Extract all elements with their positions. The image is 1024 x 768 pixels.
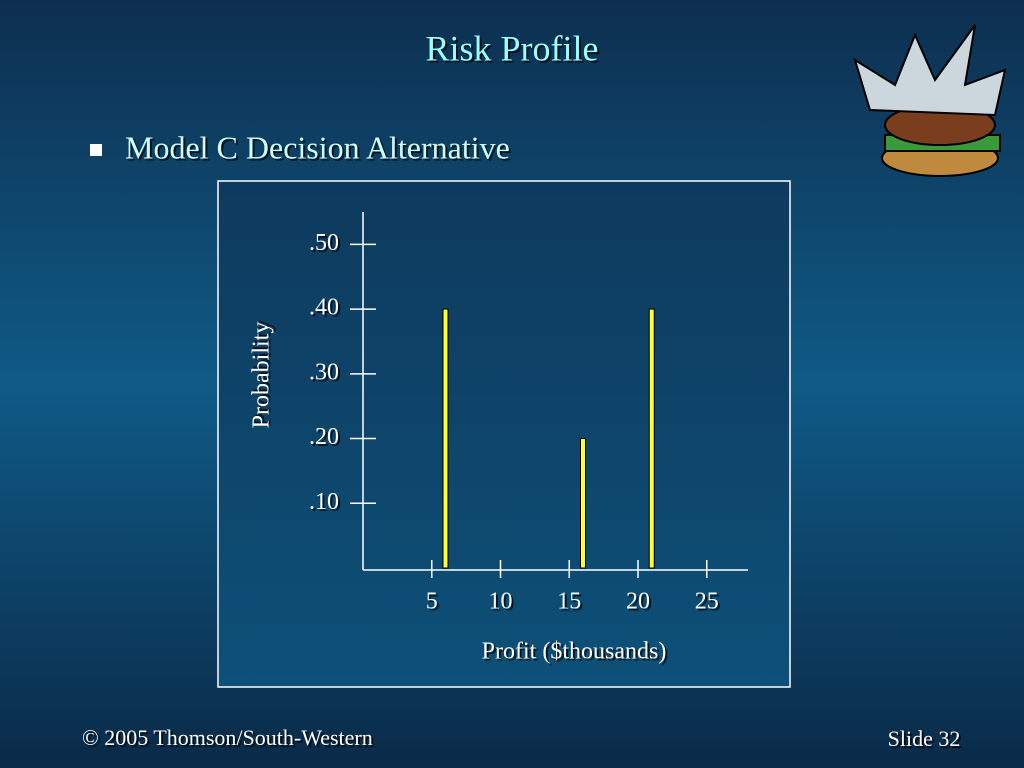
- x-tick-label: 5: [426, 589, 438, 615]
- bar: [580, 438, 586, 569]
- slide-number: Slide 32: [888, 726, 961, 751]
- bullet-marker: [90, 144, 102, 156]
- bar: [442, 308, 449, 569]
- y-tick-label: .10: [309, 489, 339, 515]
- bullet-text: Model C Decision Alternative: [125, 129, 510, 165]
- chart: .10 .20 .30 .40 .50 5 10 15 20 25 Profit ($thousan…: [249, 212, 748, 665]
- x-axis-label: Profit ($thousands): [482, 639, 667, 665]
- x-tick-label: 20: [626, 589, 650, 615]
- slide-title: Risk Profile: [425, 28, 598, 68]
- y-tick-label: .50: [309, 230, 339, 256]
- y-axis-label: Probability: [249, 322, 275, 429]
- y-tick-label: .20: [309, 424, 339, 450]
- y-tick-label: .30: [309, 359, 339, 385]
- bar: [648, 308, 655, 569]
- x-tick-label: 15: [557, 589, 581, 615]
- x-tick-label: 10: [489, 589, 513, 615]
- y-tick-label: .40: [309, 295, 339, 321]
- footer: © 2005 Thomson/South-Western: [82, 725, 373, 750]
- chart-frame: [217, 180, 791, 688]
- x-tick-label: 25: [695, 589, 719, 615]
- clipart: [853, 24, 1007, 177]
